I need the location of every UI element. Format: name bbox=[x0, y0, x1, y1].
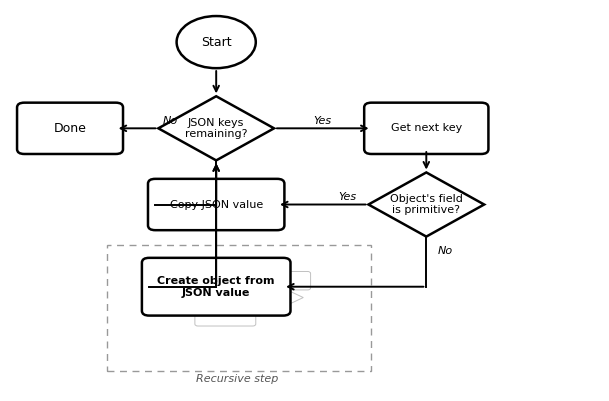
Polygon shape bbox=[208, 272, 242, 290]
Text: Yes: Yes bbox=[314, 116, 332, 126]
Text: Recursive step: Recursive step bbox=[196, 374, 279, 384]
FancyBboxPatch shape bbox=[17, 103, 123, 154]
Polygon shape bbox=[158, 96, 274, 160]
Text: No: No bbox=[437, 246, 452, 255]
Text: Get next key: Get next key bbox=[391, 124, 462, 133]
Polygon shape bbox=[368, 172, 484, 237]
Text: Start: Start bbox=[201, 36, 231, 49]
Polygon shape bbox=[269, 290, 303, 306]
Ellipse shape bbox=[224, 258, 251, 271]
Text: Yes: Yes bbox=[338, 192, 356, 202]
FancyBboxPatch shape bbox=[107, 245, 371, 371]
FancyBboxPatch shape bbox=[148, 179, 284, 230]
FancyBboxPatch shape bbox=[195, 288, 256, 307]
Text: No: No bbox=[163, 116, 178, 126]
Ellipse shape bbox=[177, 16, 256, 68]
FancyBboxPatch shape bbox=[195, 308, 256, 326]
FancyBboxPatch shape bbox=[142, 258, 290, 316]
Text: Object's field
is primitive?: Object's field is primitive? bbox=[390, 194, 463, 215]
FancyBboxPatch shape bbox=[364, 103, 488, 154]
Text: Copy JSON value: Copy JSON value bbox=[169, 200, 263, 209]
Text: Create object from
JSON value: Create object from JSON value bbox=[158, 276, 275, 298]
FancyBboxPatch shape bbox=[262, 271, 311, 290]
Text: JSON keys
remaining?: JSON keys remaining? bbox=[185, 117, 247, 139]
Text: Done: Done bbox=[54, 122, 86, 135]
